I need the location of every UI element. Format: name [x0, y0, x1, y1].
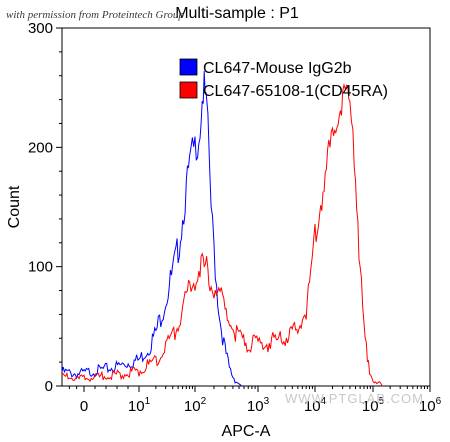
legend-label-mouse-igg2b: CL647-Mouse IgG2b	[203, 60, 352, 77]
x-tick-label: 102	[184, 396, 207, 415]
plot-frame	[61, 27, 431, 387]
legend-label-cd45ra: CL647-65108-1(CD45RA)	[203, 83, 388, 100]
y-tick-label: 0	[45, 378, 53, 395]
site-watermark: WWW.PTGLAB.COM	[285, 391, 424, 406]
series-layer	[61, 70, 384, 387]
series-line-1	[61, 82, 384, 387]
series-line-0	[61, 70, 242, 387]
y-tick-label: 100	[28, 259, 53, 276]
legend-swatch-cd45ra	[179, 81, 198, 99]
chart-title: Multi-sample : P1	[175, 5, 299, 22]
x-tick-label: 101	[128, 396, 151, 415]
x-tick-label: 103	[247, 396, 270, 415]
y-axis-title: Count	[6, 185, 23, 228]
y-tick-label: 200	[28, 139, 53, 156]
x-axis-title: APC-A	[222, 423, 271, 440]
legend-swatch-mouse-igg2b	[179, 58, 198, 76]
y-tick-label: 300	[28, 20, 53, 37]
permission-watermark: with permission from Proteintech Group	[6, 9, 184, 21]
x-tick-label: 0	[80, 398, 88, 415]
legend: CL647-Mouse IgG2b CL647-65108-1(CD45RA)	[179, 58, 388, 100]
